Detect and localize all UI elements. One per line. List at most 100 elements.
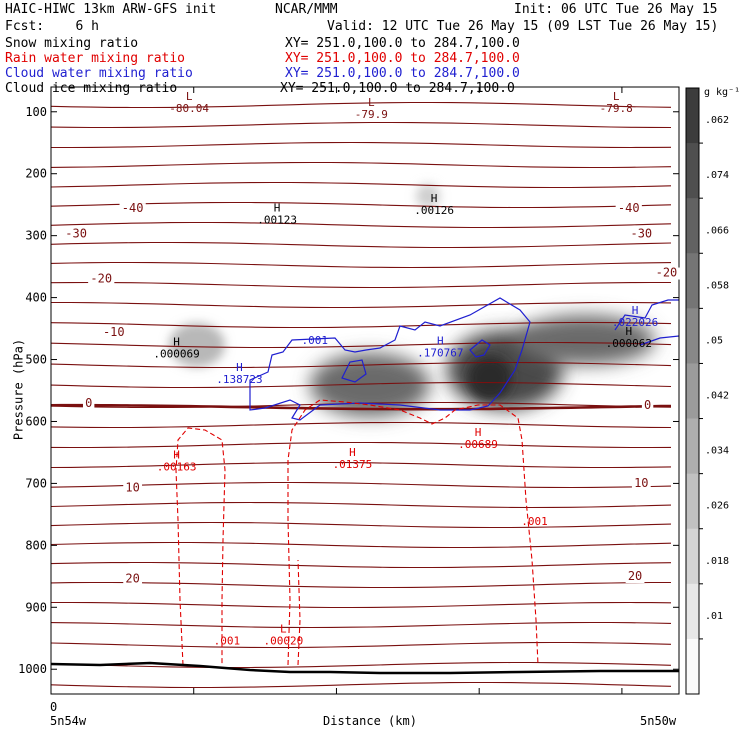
isotherm-label: -20 — [656, 266, 678, 280]
label-background — [628, 228, 655, 241]
isotherm-line — [51, 101, 672, 109]
isotherm-label: -10 — [103, 325, 125, 339]
colorbar-segment — [686, 363, 699, 420]
isotherm-label: -30 — [630, 227, 652, 241]
y-tick-label: 900 — [25, 600, 47, 614]
rain-water-contours — [175, 399, 539, 666]
colorbar-tick-label: .01 — [705, 611, 723, 622]
isotherm-line — [51, 641, 672, 649]
colorbar-tick-label: .018 — [705, 556, 729, 567]
isotherm-label: -40 — [122, 201, 144, 215]
temperature-extreme-kind: L — [613, 90, 620, 103]
x-end-label: 5n50w — [640, 714, 677, 728]
colorbar-units: g kg⁻¹ — [704, 87, 740, 98]
colorbar-frame — [685, 87, 700, 695]
valid-time: Valid: 12 UTC Tue 26 May 15 (09 LST Tue … — [327, 19, 719, 34]
colorbar-tick-label: .066 — [705, 225, 729, 236]
rain-water-maximum-value: .00689 — [458, 438, 498, 451]
cloud-water-maximum-kind: H — [632, 304, 639, 317]
rain-water-maximum-value: .001 — [521, 515, 548, 528]
colorbar-segment — [686, 253, 699, 309]
isotherm-label: 10 — [125, 480, 139, 494]
isotherm-line — [51, 421, 672, 429]
field-cloudice-name: Cloud ice mixing ratio — [5, 81, 178, 96]
cloud-water-maximum-value: .170767 — [417, 346, 463, 359]
colorbar-tick-label: .034 — [705, 446, 729, 457]
temperature-isotherms — [51, 101, 672, 689]
isotherm-line — [51, 381, 672, 389]
isotherm-line — [51, 541, 672, 549]
isotherm-label: 10 — [634, 476, 648, 490]
field-cloudwater-xy: XY= 251.0,100.0 to 284.7,100.0 — [285, 66, 520, 81]
model-title: HAIC-HIWC 13km ARW-GFS init — [5, 2, 217, 17]
y-tick-label: 400 — [25, 291, 47, 305]
label-background — [631, 478, 651, 491]
snow-maximum-kind: H — [274, 201, 281, 214]
label-background — [119, 203, 146, 216]
field-cloudice-xy: XY= 251.0,100.0 to 284.7,100.0 — [280, 81, 515, 96]
temperature-extreme-value: -80.04 — [169, 102, 209, 115]
rain-water-maximum-kind: L — [280, 622, 287, 635]
label-background — [653, 267, 680, 280]
isotherm-line — [51, 181, 672, 189]
isotherm-line — [51, 161, 672, 169]
snow-maximum-value: .000069 — [153, 348, 199, 361]
isotherm-line — [51, 521, 672, 529]
snow-maximum-kind: H — [625, 325, 632, 338]
colorbar-tick-label: .026 — [705, 501, 729, 512]
isotherm-label: 0 — [644, 398, 651, 412]
init-time: Init: 06 UTC Tue 26 May 15 — [514, 2, 718, 17]
rain-water-maximum-kind: H — [475, 426, 482, 439]
isotherm-label: 0 — [85, 396, 92, 410]
isotherm-line — [51, 241, 672, 249]
field-rain-xy: XY= 251.0,100.0 to 284.7,100.0 — [285, 51, 520, 66]
cloud-water-maximum-kind: H — [236, 361, 243, 374]
label-background — [88, 273, 115, 286]
x-zero-label: 0 — [50, 700, 58, 714]
label-background — [63, 228, 90, 241]
snow-maximum-value: .00126 — [414, 204, 454, 217]
rain-water-maximum-value: .00163 — [157, 460, 197, 473]
distance-axis — [50, 87, 623, 694]
rain-water-maximum-kind: H — [173, 448, 180, 461]
snow-maximum-value: .000062 — [606, 337, 652, 350]
y-tick-label: 600 — [25, 414, 47, 428]
isotherm-line — [51, 661, 672, 669]
cloud-water-maximum-value: .138723 — [216, 373, 262, 386]
y-tick-label: 200 — [25, 167, 47, 181]
colorbar-tick-label: .058 — [705, 280, 729, 291]
field-cloudwater-name: Cloud water mixing ratio — [5, 66, 193, 81]
temperature-extreme-kind: L — [368, 96, 375, 109]
isotherm-line — [51, 301, 672, 309]
terrain-line — [50, 661, 679, 675]
isotherm-line — [51, 461, 672, 469]
isotherm-line — [51, 321, 672, 329]
label-background — [82, 398, 95, 411]
colorbar-tick-label: .042 — [705, 391, 729, 402]
isotherm-label: 20 — [628, 569, 642, 583]
isotherm-label: -40 — [618, 201, 640, 215]
snow-maximum-value: .00123 — [257, 213, 297, 226]
colorbar-segment — [686, 308, 699, 364]
isotherm-line — [51, 361, 672, 369]
cloud-water-maximum-value: .001 — [302, 334, 329, 347]
isotherm-line — [51, 201, 672, 209]
isotherm-label: -30 — [65, 227, 87, 241]
isotherm-line — [51, 601, 672, 609]
isotherm-line — [51, 261, 672, 269]
cloud-water-maximum-value: .022026 — [612, 316, 658, 329]
colorbar-tick-label: .062 — [705, 115, 729, 126]
colorbar-segment — [686, 418, 699, 475]
colorbar-tick-label: .05 — [705, 335, 723, 346]
colorbar-segment — [686, 88, 699, 144]
isotherm-line — [51, 481, 672, 489]
y-tick-label: 100 — [25, 105, 47, 119]
snow-maximum-kind: H — [173, 336, 180, 349]
label-background — [625, 571, 645, 584]
label-background — [615, 203, 642, 216]
field-rain-name: Rain water mixing ratio — [5, 51, 186, 66]
colorbar-segment — [686, 638, 699, 695]
freezing-level-line — [51, 403, 672, 411]
